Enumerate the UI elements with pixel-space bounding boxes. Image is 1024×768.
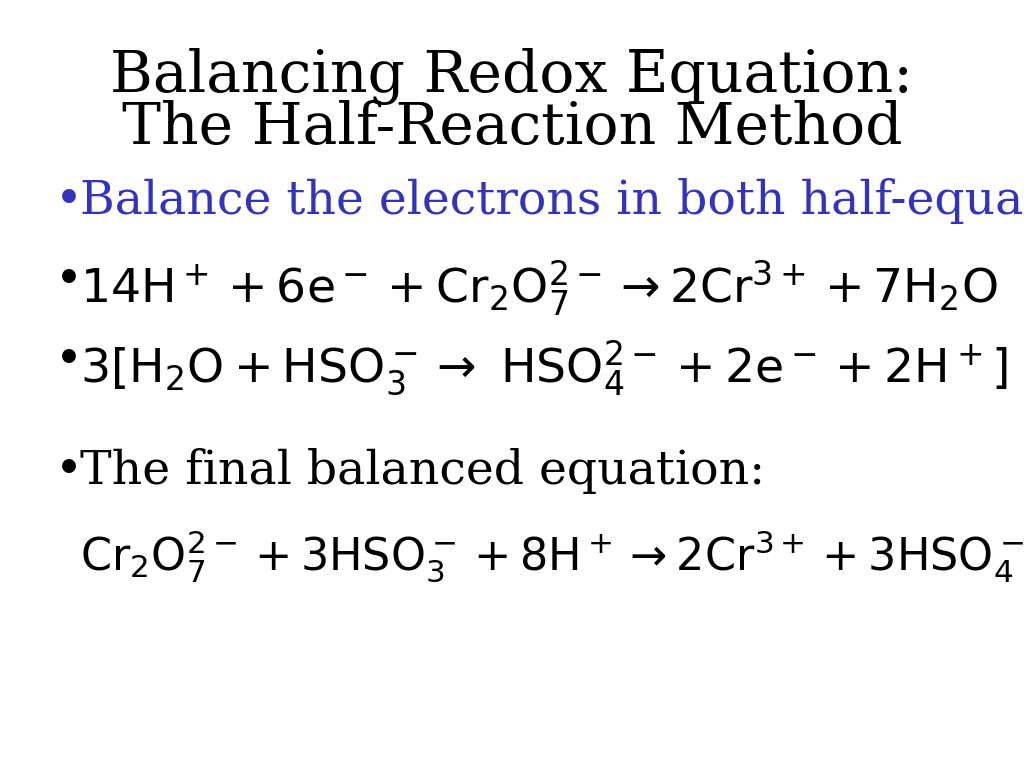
Text: $3[\mathrm{H_2O} + \mathrm{HSO_3^-} \rightarrow \ \mathrm{HSO_4^{2-}} + 2\mathrm: $3[\mathrm{H_2O} + \mathrm{HSO_3^-} \rig…	[80, 338, 1008, 397]
Text: •: •	[55, 338, 83, 383]
Text: Balancing Redox Equation:: Balancing Redox Equation:	[111, 48, 913, 105]
Text: •: •	[55, 178, 83, 223]
Text: •: •	[55, 448, 83, 493]
Text: The Half-Reaction Method: The Half-Reaction Method	[122, 100, 902, 156]
Text: $14\mathrm{H}^+ + 6\mathrm{e}^- + \mathrm{Cr_2O_7^{2-}} \rightarrow 2\mathrm{Cr}: $14\mathrm{H}^+ + 6\mathrm{e}^- + \mathr…	[80, 258, 997, 317]
Text: Balance the electrons in both half-equations:: Balance the electrons in both half-equat…	[80, 178, 1024, 224]
Text: The final balanced equation:: The final balanced equation:	[80, 448, 765, 494]
Text: •: •	[55, 258, 83, 303]
Text: $\mathrm{Cr_2O_7^{2-}} + 3\mathrm{HSO_3^-} + 8\mathrm{H}^+ \rightarrow 2\mathrm{: $\mathrm{Cr_2O_7^{2-}} + 3\mathrm{HSO_3^…	[80, 528, 1024, 584]
